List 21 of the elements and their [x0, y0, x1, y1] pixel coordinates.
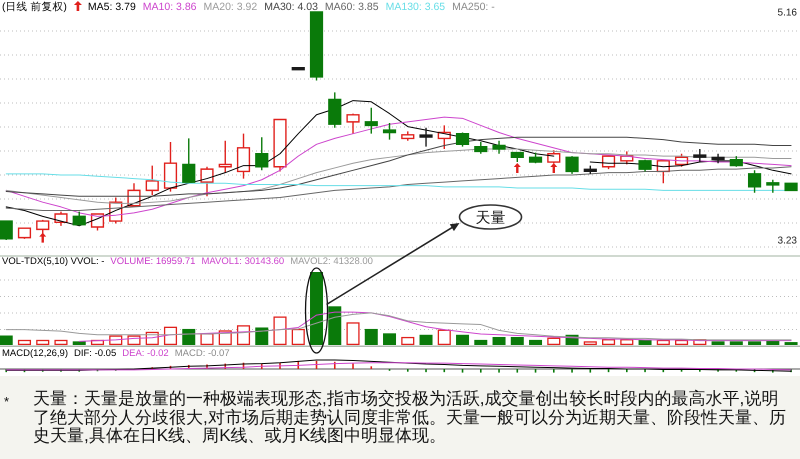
text: MA30: 4.03: [264, 1, 318, 13]
chart-title: (日线 前复权): [2, 0, 67, 13]
text: MA130: 3.65: [386, 1, 446, 13]
text: 天量：天量是放量的一种极端表现形态,指市场交投极为活跃,成交量创出较长时段内的最高水平,说明了绝大部分人分歧很大,对市场后期走势认同度非常低。天量一般可以分为近期天量、阶段性天量、历史天量,具体在日K线、周K线、或月K线图中明显体现。: [33, 388, 787, 445]
text: MA20: 3.92: [204, 1, 258, 13]
text: MA10: 3.86: [142, 1, 197, 13]
text: MA5: 3.79: [88, 1, 136, 13]
chart-subtitle: VOLUME: 16959.71: [110, 256, 196, 267]
text: MACD: -0.07: [174, 348, 230, 359]
series-label: DEA: -0.02: [122, 348, 169, 359]
y-tick-label: 5.16: [778, 8, 798, 19]
text: MAVOL2: 41328.00: [290, 256, 373, 267]
chart-title: MACD(12,26,9): [2, 348, 68, 359]
chart-title: VOL-TDX(5,10) VVOL: -: [2, 256, 104, 267]
text: *: [4, 393, 10, 409]
annotation: 天量: [476, 210, 506, 226]
text: MAVOL1: 30143.60: [201, 256, 284, 267]
text: MA60: 3.85: [324, 1, 379, 13]
y-tick-label: 3.23: [778, 236, 798, 247]
series-label: DIF: -0.05: [74, 348, 116, 359]
text: MA250: -: [452, 1, 496, 13]
